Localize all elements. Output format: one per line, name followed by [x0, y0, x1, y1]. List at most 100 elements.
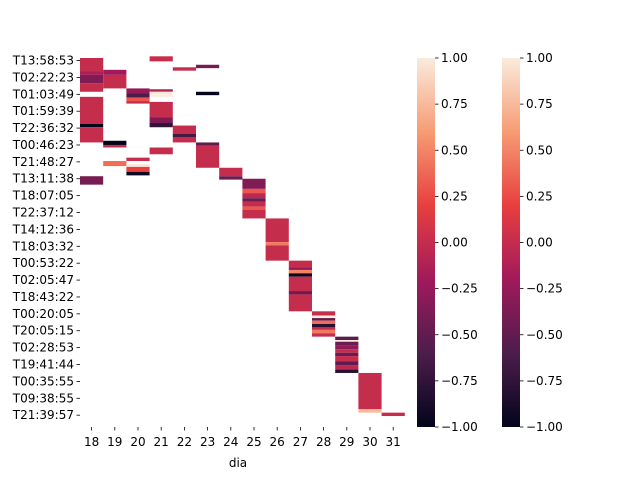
heatmap-cell [219, 176, 243, 180]
colorbar-tick-label: 0.25 [441, 189, 468, 203]
heatmap-cell [80, 127, 104, 143]
heatmap-cell [381, 412, 405, 417]
heatmap-cell [103, 144, 127, 148]
y-tick-label: T18:43:22 [12, 290, 74, 304]
heatmap-cell [312, 333, 336, 337]
heatmap-cell [80, 96, 104, 124]
colorbar-tick-label: −1.00 [526, 420, 563, 434]
heatmap-cell [312, 315, 336, 319]
heatmap-cell [265, 242, 289, 246]
y-tick-label: T18:03:32 [12, 239, 74, 253]
x-tick-label: 30 [362, 435, 377, 449]
x-tick-label: 19 [107, 435, 122, 449]
x-axis-label: dia [229, 456, 247, 470]
heatmap-cell [242, 178, 266, 189]
heatmap-cell [80, 74, 104, 84]
y-tick-label: T22:36:32 [12, 121, 74, 135]
heatmap-cell [103, 140, 127, 145]
heatmap-cell [312, 318, 336, 321]
heatmap-cell [126, 157, 150, 162]
heatmap-cell [288, 273, 312, 277]
heatmap-cell [312, 320, 336, 324]
colorbar-tick-label: −0.50 [526, 328, 563, 342]
colorbar-tick-label: 0.25 [526, 189, 553, 203]
heatmap-cells [80, 56, 405, 417]
y-tick-label: T21:39:57 [12, 408, 74, 422]
colorbar-tick-label: −0.75 [441, 374, 478, 388]
heatmap-cell [149, 91, 173, 97]
heatmap-cell [335, 356, 359, 362]
colorbar-1: 1.00 0.75 0.50 0.25 0.00 −0.25 −0.50 −0.75 −1.00 [417, 51, 478, 434]
y-tick-label: T00:53:22 [12, 256, 74, 270]
y-tick-label: T01:59:39 [12, 104, 74, 118]
y-tick-label: T02:28:53 [12, 341, 74, 355]
y-tick-label: T13:11:38 [12, 172, 74, 186]
colorbar-tick-label: −0.25 [441, 282, 478, 296]
heatmap-cell [172, 125, 196, 134]
heatmap-cell [242, 188, 266, 194]
heatmap-cell [312, 327, 336, 330]
x-tick-label: 31 [386, 435, 401, 449]
x-tick-label: 20 [130, 435, 145, 449]
heatmap-cell [288, 276, 312, 292]
heatmap-cell [242, 198, 266, 202]
y-tick-label: T09:38:55 [12, 391, 74, 405]
x-tick-label: 18 [84, 435, 99, 449]
x-tick-label: 26 [270, 435, 285, 449]
heatmap-cell [126, 93, 150, 98]
colorbar-tick-label: 0.00 [526, 236, 553, 250]
heatmap-cell [196, 91, 220, 96]
heatmap-cell [172, 67, 196, 71]
y-tick-label: T19:41:44 [12, 358, 74, 372]
heatmap-cell [335, 369, 359, 373]
x-tick-label: 28 [316, 435, 331, 449]
heatmap-cell [358, 409, 382, 413]
heatmap-cell [172, 137, 196, 143]
heatmap-cell [288, 291, 312, 295]
heatmap-cell [288, 269, 312, 274]
colorbar-tick-label: −0.50 [441, 328, 478, 342]
heatmap-cell [196, 64, 220, 69]
heatmap-cell [335, 336, 359, 341]
y-axis: T13:58:53 T02:22:23 T01:03:49 T01:59:39 T22:… [12, 54, 80, 422]
y-tick-label: T13:58:53 [12, 54, 74, 68]
heatmap-cell [149, 101, 173, 118]
y-tick-label: T01:03:49 [12, 87, 74, 101]
colorbar-tick-label: 1.00 [526, 51, 553, 65]
colorbar-ramp [502, 58, 520, 427]
x-tick-label: 29 [339, 435, 354, 449]
x-tick-label: 25 [246, 435, 261, 449]
heatmap-cell [126, 166, 150, 172]
heatmap-cell [149, 123, 173, 128]
colorbar-tick-label: 0.75 [441, 97, 468, 111]
heatmap-cell [196, 142, 220, 146]
heatmap-cell [335, 340, 359, 342]
heatmap-cell [265, 245, 289, 261]
heatmap-cell [312, 323, 336, 328]
heatmap-cell [196, 145, 220, 168]
colorbar-tick-label: 0.00 [441, 236, 468, 250]
heatmap-cell [265, 218, 289, 243]
colorbar-tick-label: −0.75 [526, 374, 563, 388]
heatmap-cell [126, 97, 150, 102]
y-tick-label: T02:22:23 [12, 70, 74, 84]
heatmap-cell [242, 201, 266, 207]
colorbar-ramp [417, 58, 435, 427]
heatmap-cell [80, 176, 104, 185]
heatmap-cell [288, 294, 312, 312]
heatmap-cell [149, 147, 173, 155]
colorbar-tick-label: 0.75 [526, 97, 553, 111]
heatmap-cell [126, 164, 150, 167]
y-tick-label: T00:20:05 [12, 307, 74, 321]
heatmap-cell [103, 69, 127, 75]
x-tick-label: 21 [154, 435, 169, 449]
heatmap-cell [126, 101, 150, 104]
heatmap-cell [335, 345, 359, 350]
y-tick-label: T02:05:47 [12, 273, 74, 287]
heatmap-cell [126, 88, 150, 94]
y-tick-label: T00:35:55 [12, 374, 74, 388]
heatmap-cell [358, 372, 382, 410]
heatmap-cell [288, 260, 312, 268]
x-tick-label: 27 [293, 435, 308, 449]
